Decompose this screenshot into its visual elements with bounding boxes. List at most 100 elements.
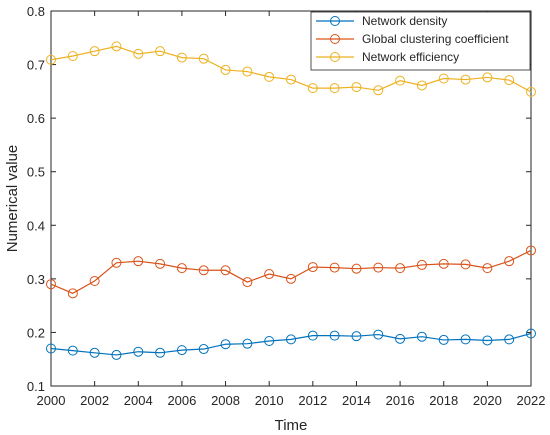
data-point — [351, 263, 362, 274]
data-point — [286, 74, 296, 85]
y-tick-label: 0.5 — [27, 165, 45, 180]
legend-label: Global clustering coefficient — [362, 32, 509, 46]
series-group — [46, 41, 536, 360]
x-tick-label: 2016 — [386, 393, 415, 408]
data-point — [395, 333, 406, 344]
x-tick-label: 2006 — [167, 393, 196, 408]
data-point — [198, 344, 209, 355]
data-point — [504, 334, 515, 345]
x-tick-label: 2018 — [429, 393, 458, 408]
data-point — [220, 265, 231, 276]
data-point — [286, 273, 296, 284]
data-point — [242, 338, 253, 349]
series-line — [50, 45, 532, 93]
data-point — [89, 46, 100, 57]
y-tick-label: 0.6 — [27, 111, 45, 126]
series-line — [50, 249, 532, 294]
data-point — [526, 328, 536, 339]
data-point — [416, 331, 427, 342]
data-point — [111, 41, 122, 52]
data-point — [111, 257, 122, 268]
data-point — [438, 334, 449, 345]
data-point — [176, 345, 187, 356]
y-tick-label: 0.8 — [27, 4, 45, 19]
data-point — [155, 46, 166, 57]
legend-swatch-marker — [330, 34, 340, 44]
y-tick-label: 0.2 — [27, 325, 45, 340]
data-point — [264, 71, 275, 82]
data-point — [46, 279, 56, 290]
x-tick-label: 2004 — [124, 393, 153, 408]
y-axis-title: Numerical value — [4, 145, 21, 253]
plot-frame — [50, 10, 532, 387]
data-point — [460, 259, 471, 270]
data-point — [198, 265, 209, 276]
legend-box — [310, 11, 531, 71]
data-point — [460, 74, 471, 85]
legend-item: Network density — [316, 14, 447, 28]
x-tick-label: 2014 — [342, 393, 371, 408]
data-point — [526, 86, 536, 97]
legend-item: Global clustering coefficient — [316, 32, 509, 46]
data-point — [220, 339, 231, 350]
data-point — [329, 83, 340, 94]
data-point — [220, 64, 231, 75]
data-point — [242, 66, 253, 77]
data-point — [351, 82, 362, 93]
data-point — [482, 72, 493, 83]
data-point — [329, 262, 340, 273]
x-tick-label: 2012 — [298, 393, 327, 408]
y-tick-label: 0.7 — [27, 58, 45, 73]
y-tick-label: 0.3 — [27, 272, 45, 287]
data-point — [395, 263, 406, 274]
data-point — [416, 259, 427, 270]
x-tick-label: 2002 — [80, 393, 109, 408]
plot-area: 2000 2002 2004 2006 2008 2010 2012 2014 2016 2018… — [27, 4, 546, 408]
y-tick-label: 0.1 — [27, 379, 45, 394]
legend: Network density Global clustering coeffic… — [310, 11, 531, 71]
data-point — [133, 256, 144, 267]
legend-label: Network efficiency — [362, 50, 459, 64]
data-point — [307, 83, 318, 94]
data-point — [373, 85, 384, 96]
data-point — [460, 334, 471, 345]
data-point — [482, 335, 493, 346]
x-tick-label: 2008 — [211, 393, 240, 408]
data-point — [373, 329, 384, 340]
data-point — [329, 330, 340, 341]
data-point — [395, 75, 406, 86]
data-point — [416, 80, 427, 91]
data-point — [176, 52, 187, 63]
legend-swatch-marker — [330, 52, 340, 62]
x-axis-title: Time — [275, 417, 308, 434]
data-point — [155, 347, 166, 358]
data-point — [133, 48, 144, 59]
data-point — [89, 276, 100, 286]
data-point — [373, 262, 384, 273]
x-tick-label: 2022 — [517, 393, 546, 408]
data-point — [198, 53, 209, 64]
data-point — [286, 334, 296, 345]
data-point — [46, 54, 56, 65]
data-point — [264, 269, 275, 280]
x-tick-label: 2020 — [473, 393, 502, 408]
legend-item: Network efficiency — [316, 50, 459, 64]
data-point — [155, 258, 166, 269]
x-tick-label: 2000 — [37, 393, 66, 408]
data-point — [482, 263, 493, 274]
data-point — [67, 288, 78, 299]
data-point — [67, 345, 78, 356]
data-point — [504, 75, 515, 86]
data-point — [67, 51, 78, 61]
data-point — [264, 336, 275, 346]
series-0 — [46, 328, 536, 360]
data-point — [438, 258, 449, 269]
data-point — [351, 331, 362, 342]
legend-label: Network density — [362, 14, 447, 28]
legend-swatch-marker — [330, 16, 340, 26]
y-tick-label: 0.4 — [27, 218, 45, 233]
data-point — [176, 263, 187, 274]
data-point — [46, 343, 56, 354]
series-1 — [46, 245, 536, 299]
